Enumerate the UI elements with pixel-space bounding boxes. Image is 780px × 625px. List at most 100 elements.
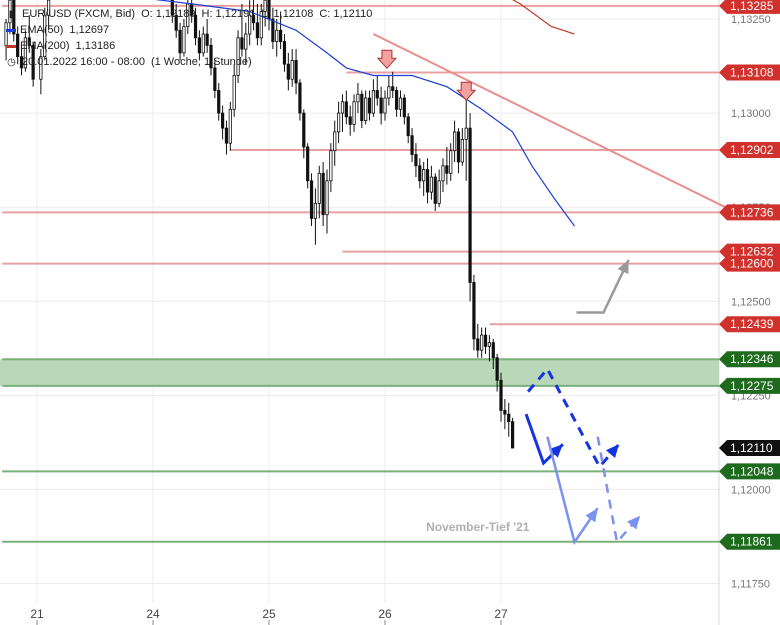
high-value: H: 1,12191	[201, 8, 256, 20]
candle-body	[16, 33, 20, 58]
candle	[406, 113, 410, 144]
candle	[278, 11, 283, 50]
candle-body	[383, 97, 387, 114]
candle-body	[27, 37, 31, 46]
forecast-arrow-path	[576, 259, 630, 314]
x-tick-label: 24	[146, 607, 160, 621]
candle	[217, 82, 221, 121]
candle	[306, 143, 310, 189]
candle-body	[394, 90, 399, 110]
y-tick-label: 1,13250	[731, 14, 771, 26]
candle	[259, 3, 263, 46]
candle	[487, 335, 492, 362]
candle-body	[313, 203, 318, 219]
candle	[367, 90, 372, 121]
candle	[410, 128, 414, 163]
grid-lines	[0, 0, 720, 625]
candle	[255, 3, 260, 46]
candle	[383, 90, 387, 121]
candle	[275, 19, 279, 57]
candle	[491, 338, 495, 369]
candle	[329, 143, 333, 193]
candle-body	[23, 37, 28, 69]
candle	[39, 49, 43, 95]
candle-body	[240, 37, 244, 50]
price-badge: 1,12048	[719, 463, 780, 480]
candle	[371, 79, 376, 117]
ema-lines	[154, 0, 575, 227]
price-badge-shape	[719, 141, 780, 158]
candle-body	[302, 112, 306, 148]
candle-body	[445, 165, 449, 174]
candle-body	[429, 176, 434, 193]
candle-body	[495, 357, 499, 381]
candle-body	[491, 342, 495, 359]
candle-body	[379, 97, 383, 114]
price-badge: 1,12736	[719, 204, 780, 221]
candle	[360, 90, 364, 129]
candle-body	[507, 413, 511, 423]
candle-body	[317, 172, 321, 204]
candle	[317, 165, 321, 219]
candle	[336, 101, 341, 144]
candle	[209, 37, 213, 76]
candle	[483, 327, 488, 354]
price-badge-label: 1,12600	[730, 257, 774, 271]
candle-body	[510, 421, 515, 449]
candle-body	[255, 22, 260, 39]
price-badge: 1,12275	[719, 377, 780, 394]
candle-body	[476, 338, 480, 351]
candle-body	[217, 90, 221, 114]
candle	[182, 19, 186, 57]
candle	[321, 162, 325, 226]
candle-body	[437, 180, 441, 204]
forecast-arrow	[596, 436, 642, 545]
candle	[313, 188, 318, 245]
candle-body	[286, 63, 290, 80]
candle	[387, 75, 391, 106]
open-value: O: 1,12189	[141, 8, 196, 20]
candle-body	[460, 139, 464, 163]
price-badge-label: 1,12902	[730, 143, 774, 157]
candle-body	[433, 176, 437, 204]
candle-body	[182, 26, 186, 54]
downtrend-line	[372, 33, 726, 209]
candle-body	[228, 108, 232, 144]
candle-body	[499, 379, 503, 411]
candle-body	[263, 0, 267, 12]
candle-body	[31, 44, 35, 80]
candle	[236, 30, 240, 83]
candle	[445, 146, 449, 185]
candle	[425, 158, 430, 204]
candle-body	[220, 112, 225, 129]
support-zone-rect	[0, 359, 719, 386]
candle	[429, 165, 434, 200]
y-axis: 1,132501,130001,127501,125001,122501,120…	[731, 14, 771, 591]
ema200-value: 1,13186	[75, 40, 116, 52]
candle	[302, 109, 306, 159]
candle	[228, 101, 232, 151]
ema200-swatch	[6, 44, 16, 48]
annotation: November-Tief '21	[426, 520, 530, 534]
pivot-markers	[376, 49, 477, 102]
candle-body	[271, 18, 275, 42]
candle-body	[282, 41, 287, 65]
forecast-arrow	[546, 436, 599, 546]
candle-body	[356, 93, 360, 103]
candle	[499, 372, 503, 422]
candle-body	[197, 37, 201, 54]
price-badge: 1,12902	[719, 141, 780, 158]
candle-body	[325, 180, 329, 216]
candle-body	[352, 101, 356, 125]
candle-body	[259, 11, 263, 39]
candle	[248, 0, 252, 46]
price-badges: 1,13285 1,13108 1,12902 1,12736 1,126321,126…	[719, 0, 780, 550]
candle	[472, 274, 476, 351]
forecast-arrow-head	[617, 259, 629, 275]
forecast-arrow-path	[546, 436, 599, 546]
candle-body	[39, 56, 43, 80]
candle-body	[422, 169, 426, 182]
x-tick-label: 25	[262, 607, 276, 621]
candle	[224, 120, 229, 155]
